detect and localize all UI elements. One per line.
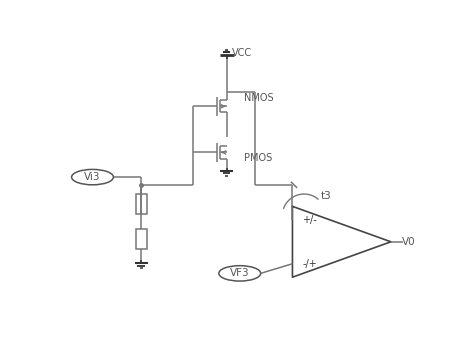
Text: PMOS: PMOS	[243, 153, 272, 163]
Bar	[136, 229, 147, 249]
Ellipse shape	[71, 169, 113, 185]
Text: NMOS: NMOS	[243, 93, 273, 103]
Text: V0: V0	[402, 237, 415, 247]
Text: Vi3: Vi3	[84, 172, 101, 182]
Text: +/-: +/-	[302, 215, 317, 225]
Text: VF3: VF3	[230, 268, 249, 279]
Text: VCC: VCC	[232, 48, 252, 58]
Text: -/+: -/+	[302, 259, 317, 269]
Ellipse shape	[219, 266, 260, 281]
Bar	[136, 194, 147, 214]
Text: t3: t3	[320, 191, 331, 201]
